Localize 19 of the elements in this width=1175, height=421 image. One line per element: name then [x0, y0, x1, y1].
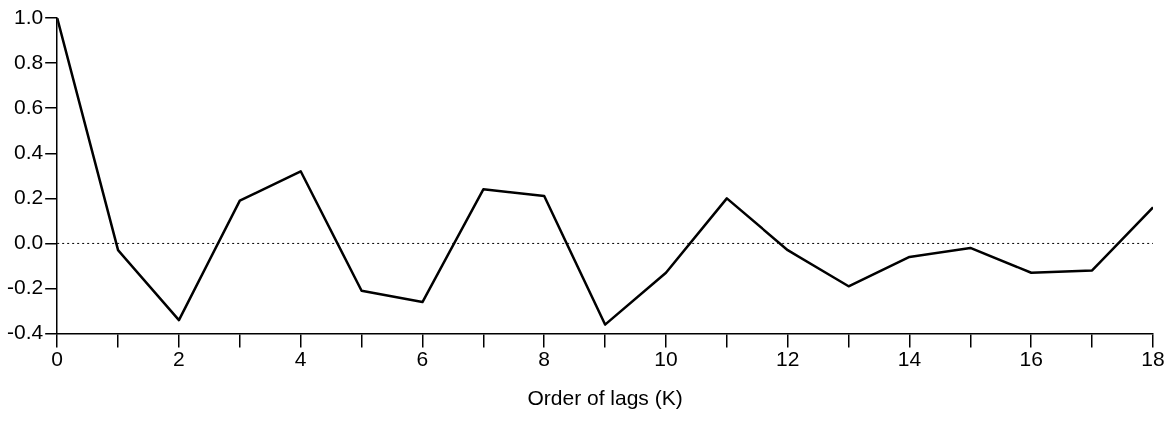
y-tick-label: 0.0 — [13, 230, 44, 254]
x-tick-label: 10 — [654, 347, 678, 370]
y-tick-label: 0.6 — [13, 94, 44, 118]
x-tick-label: 4 — [294, 347, 307, 370]
y-tick-label: 0.2 — [13, 185, 44, 209]
x-tick-label: 16 — [1019, 347, 1043, 370]
x-tick-label: 12 — [776, 347, 800, 370]
y-tick-label: -0.2 — [7, 275, 44, 299]
x-tick-label: 2 — [173, 347, 185, 370]
x-tick-label: 8 — [538, 347, 551, 370]
y-tick-label: -0.4 — [7, 320, 44, 344]
y-tick-label: 0.8 — [13, 49, 44, 73]
y-tick-label: 0.4 — [13, 140, 44, 164]
x-tick-label: 0 — [51, 347, 64, 370]
y-tick-label: 1.0 — [13, 4, 44, 28]
x-tick-label: 14 — [897, 347, 922, 370]
x-axis-title: Order of lags (K) — [527, 386, 683, 410]
x-tick-label: 6 — [416, 347, 429, 370]
x-tick-label: 18 — [1141, 347, 1165, 370]
